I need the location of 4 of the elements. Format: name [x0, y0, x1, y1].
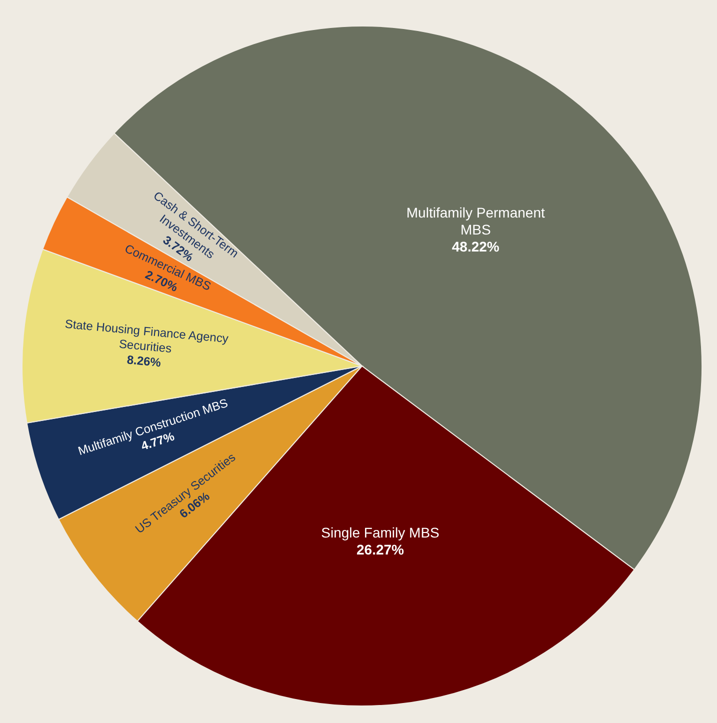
slice-label: Single Family MBS — [321, 524, 440, 540]
slice-label: Multifamily Permanent MBS — [406, 204, 545, 238]
data-label: 48.22% — [452, 238, 500, 255]
data-label: 26.27% — [356, 541, 405, 558]
